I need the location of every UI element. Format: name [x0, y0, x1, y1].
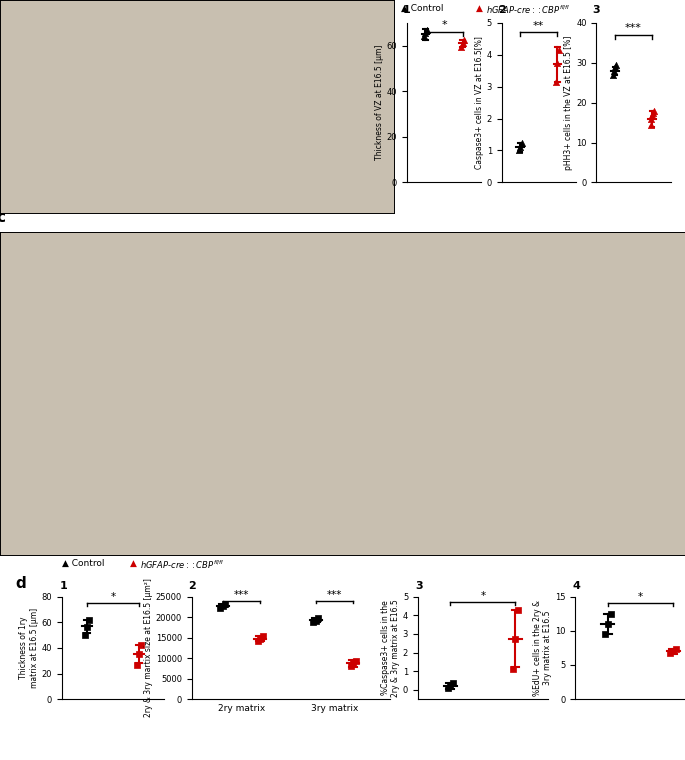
Text: *: * — [480, 591, 486, 601]
Point — [215, 602, 226, 614]
Point — [447, 677, 458, 689]
Text: *: * — [638, 592, 643, 603]
Y-axis label: pHH3+ cells in the VZ at E16.5 [%]: pHH3+ cells in the VZ at E16.5 [%] — [564, 36, 573, 169]
Y-axis label: %EdU+ cells in the 2ry &
3ry matrix at E16.5: %EdU+ cells in the 2ry & 3ry matrix at E… — [533, 600, 552, 696]
Point — [220, 598, 231, 610]
Point — [667, 645, 678, 657]
Point — [508, 663, 519, 676]
Point — [605, 608, 616, 620]
Point — [610, 61, 621, 73]
Point — [308, 616, 319, 629]
Point — [136, 639, 147, 651]
Point — [670, 643, 681, 655]
Point — [513, 144, 524, 157]
Text: 2: 2 — [498, 5, 506, 15]
Text: ▲: ▲ — [130, 559, 140, 568]
Point — [458, 34, 469, 46]
Point — [217, 600, 228, 612]
Text: ▲ Control: ▲ Control — [62, 559, 113, 568]
Point — [516, 137, 527, 149]
Text: *: * — [441, 21, 447, 30]
Y-axis label: Thickness of VZ at E16.5 [μm]: Thickness of VZ at E16.5 [μm] — [375, 45, 384, 160]
Text: ***: *** — [327, 590, 342, 600]
Point — [665, 648, 676, 660]
Point — [348, 657, 359, 670]
Text: **: ** — [533, 21, 545, 31]
Point — [79, 629, 90, 641]
Point — [550, 76, 561, 88]
Point — [133, 648, 144, 660]
Text: ***: *** — [625, 23, 642, 33]
Text: 4: 4 — [573, 581, 581, 591]
Point — [553, 44, 564, 56]
Point — [647, 109, 658, 121]
Point — [648, 105, 659, 117]
Point — [420, 27, 431, 40]
Point — [646, 112, 657, 125]
Point — [257, 630, 268, 642]
Point — [421, 24, 432, 36]
Text: d: d — [15, 577, 26, 591]
Point — [350, 654, 361, 667]
Y-axis label: %Caspase3+ cells in the
2ry & 3ry matrix at E16.5: %Caspase3+ cells in the 2ry & 3ry matrix… — [381, 599, 400, 697]
Point — [84, 613, 95, 625]
Text: 3: 3 — [415, 581, 423, 591]
Text: *: * — [110, 592, 116, 602]
Text: 1: 1 — [403, 5, 411, 15]
Point — [552, 57, 563, 69]
Point — [600, 628, 611, 640]
Text: 3: 3 — [593, 5, 600, 15]
Text: 2: 2 — [188, 581, 196, 591]
Point — [252, 635, 263, 647]
Text: c: c — [0, 211, 5, 226]
Text: $hGFAP$-$cre::CBP^{fl/fl}$: $hGFAP$-$cre::CBP^{fl/fl}$ — [486, 4, 571, 16]
Text: 1: 1 — [60, 581, 67, 591]
Point — [131, 658, 142, 670]
Point — [645, 119, 656, 131]
Point — [419, 30, 429, 43]
Point — [609, 65, 620, 77]
Point — [647, 106, 658, 119]
Text: ***: *** — [234, 590, 249, 600]
Point — [443, 682, 453, 694]
Point — [255, 633, 266, 645]
Point — [313, 613, 324, 625]
Point — [603, 618, 614, 630]
Y-axis label: 2ry & 3ry martix size at E16.5 [μm²]: 2ry & 3ry martix size at E16.5 [μm²] — [144, 578, 153, 717]
Text: ▲: ▲ — [476, 4, 486, 13]
Point — [345, 660, 356, 673]
Point — [445, 680, 456, 692]
Point — [456, 40, 466, 53]
Point — [82, 622, 93, 634]
Point — [457, 37, 468, 49]
Point — [608, 68, 619, 81]
Text: $hGFAP$-$cre::CBP^{fl/fl}$: $hGFAP$-$cre::CBP^{fl/fl}$ — [140, 559, 225, 571]
Point — [512, 603, 523, 616]
Point — [611, 59, 622, 71]
Point — [310, 615, 321, 627]
Text: ▲ Control: ▲ Control — [401, 4, 452, 13]
Y-axis label: Thickness of 1ry
matrix at E16.5 [μm]: Thickness of 1ry matrix at E16.5 [μm] — [19, 608, 38, 688]
Point — [514, 141, 525, 154]
Y-axis label: Caspase3+ cells in VZ at E16.5[%]: Caspase3+ cells in VZ at E16.5[%] — [475, 36, 484, 169]
Point — [510, 632, 521, 644]
